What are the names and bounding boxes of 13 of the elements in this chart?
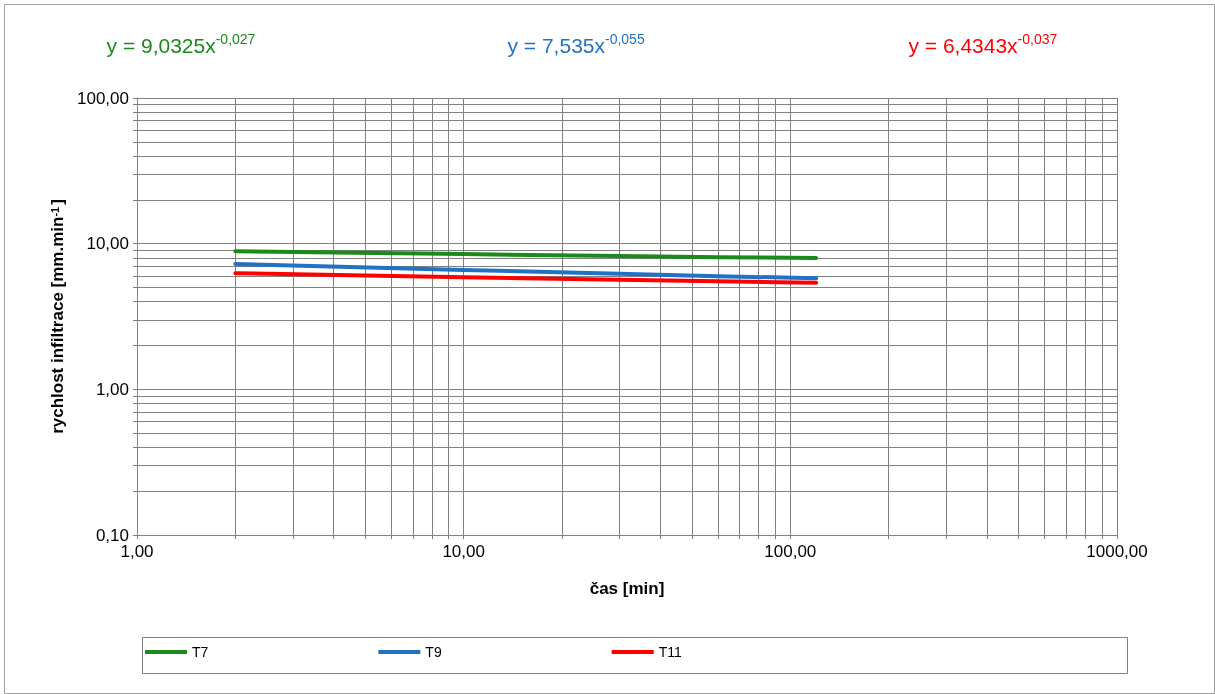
- legend-label: T7: [192, 644, 209, 660]
- y-tick-label: 1,00: [95, 379, 129, 399]
- x-tick-label: 10,00: [442, 542, 485, 561]
- x-tick-label: 100,00: [764, 542, 817, 561]
- x-axis-title: čas [min]: [589, 579, 665, 598]
- x-tick-label: 1,00: [120, 542, 154, 561]
- y-tick-label: 10,00: [86, 234, 129, 254]
- x-tick-label: 1000,00: [1086, 542, 1148, 561]
- legend-label: T9: [425, 644, 442, 660]
- legend-label: T11: [658, 644, 682, 660]
- y-axis-title: rychlost infiltrace [mm.min-1]: [48, 199, 68, 434]
- y-tick-label: 100,00: [77, 88, 129, 108]
- y-tick-label: 0,10: [95, 525, 129, 545]
